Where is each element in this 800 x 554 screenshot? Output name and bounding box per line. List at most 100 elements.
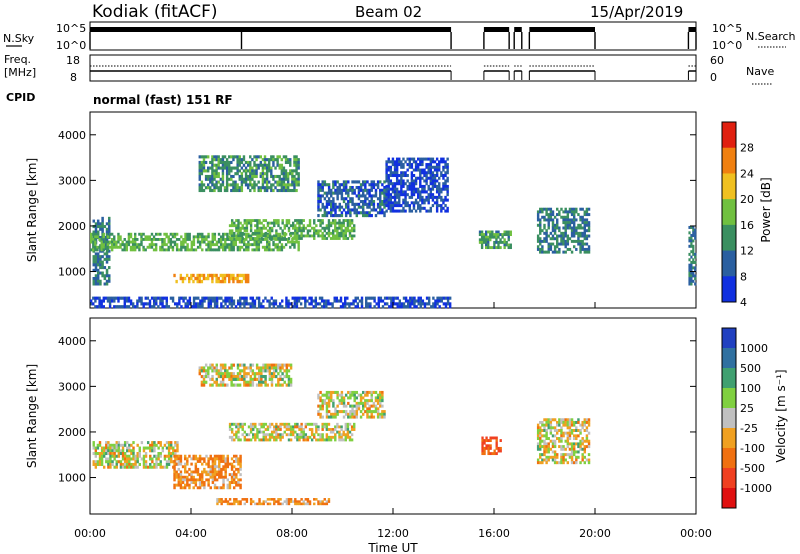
data-cell <box>180 248 183 252</box>
data-cell <box>539 210 542 214</box>
data-cell <box>215 486 219 490</box>
data-cell <box>553 439 557 443</box>
data-cell <box>564 221 567 225</box>
data-cell <box>247 243 250 247</box>
data-cell <box>258 498 261 501</box>
data-cell <box>226 305 229 309</box>
data-cell <box>238 188 241 193</box>
data-cell <box>203 238 206 241</box>
data-cell <box>236 372 240 376</box>
data-cell <box>296 500 299 503</box>
data-cell <box>347 415 350 419</box>
data-cell <box>694 252 697 256</box>
data-cell <box>266 232 269 236</box>
data-cell <box>415 299 418 303</box>
data-cell <box>190 462 193 466</box>
data-cell <box>583 223 587 227</box>
data-cell <box>427 184 430 188</box>
data-cell <box>198 457 202 461</box>
data-cell <box>581 245 584 249</box>
data-cell <box>228 486 232 490</box>
data-cell <box>239 473 242 477</box>
data-cell <box>583 455 587 459</box>
data-cell <box>562 210 565 214</box>
data-cell <box>228 279 231 284</box>
data-cell <box>348 224 352 228</box>
data-cell <box>286 186 290 190</box>
data-cell <box>416 157 420 161</box>
data-cell <box>201 473 204 477</box>
data-cell <box>213 188 216 193</box>
data-cell <box>183 475 187 479</box>
data-cell <box>198 478 202 482</box>
data-cell <box>572 226 576 230</box>
data-cell <box>325 237 329 240</box>
data-cell <box>444 302 448 306</box>
data-cell <box>293 183 296 187</box>
data-cell <box>265 169 269 173</box>
data-cell <box>230 174 233 179</box>
data-cell <box>381 211 384 215</box>
data-cell <box>251 377 255 381</box>
data-cell <box>581 447 584 451</box>
data-cell <box>431 171 435 175</box>
data-cell <box>230 478 234 482</box>
data-cell <box>293 177 296 181</box>
data-cell <box>545 434 548 438</box>
data-cell <box>226 478 230 482</box>
data-cell <box>234 240 238 244</box>
data-cell <box>577 234 580 238</box>
data-cell <box>102 248 105 252</box>
data-cell <box>354 296 357 300</box>
data-cell <box>235 219 238 222</box>
data-cell <box>570 458 574 462</box>
data-cell <box>176 441 179 445</box>
data-cell <box>302 296 305 300</box>
data-cell <box>547 437 550 441</box>
data-cell <box>230 363 233 367</box>
data-cell <box>547 226 550 230</box>
data-cell <box>144 248 147 252</box>
data-cell <box>202 276 206 281</box>
data-cell <box>265 186 269 190</box>
data-cell <box>321 438 324 442</box>
data-cell <box>368 205 371 209</box>
data-cell <box>225 172 229 176</box>
data-cell <box>585 237 589 241</box>
data-cell <box>234 186 237 190</box>
data-cell <box>192 248 196 252</box>
data-cell <box>444 209 447 213</box>
data-cell <box>130 452 133 456</box>
data-cell <box>241 226 244 230</box>
data-cell <box>182 240 185 244</box>
data-cell <box>547 420 550 424</box>
data-cell <box>200 166 204 170</box>
data-cell <box>221 160 225 165</box>
data-cell <box>204 380 208 384</box>
data-cell <box>264 363 267 367</box>
data-cell <box>265 177 269 181</box>
data-cell <box>298 502 301 506</box>
data-cell <box>236 158 239 162</box>
data-cell <box>268 502 272 506</box>
data-cell <box>268 180 271 184</box>
data-cell <box>258 438 261 442</box>
data-cell <box>171 240 175 244</box>
data-cell <box>323 229 326 233</box>
data-cell <box>435 195 439 199</box>
data-cell <box>163 457 167 461</box>
data-cell <box>387 176 390 180</box>
colorbar-tick-label: 100 <box>740 382 761 395</box>
data-cell <box>442 184 445 188</box>
data-cell <box>321 433 324 437</box>
data-cell <box>188 276 191 281</box>
data-cell <box>201 232 204 236</box>
data-cell <box>280 245 284 249</box>
beam-title: Beam 02 <box>355 3 422 21</box>
data-cell <box>123 441 127 445</box>
data-cell <box>349 188 352 192</box>
data-cell <box>688 239 691 243</box>
data-cell <box>138 299 141 303</box>
data-cell <box>400 190 403 194</box>
